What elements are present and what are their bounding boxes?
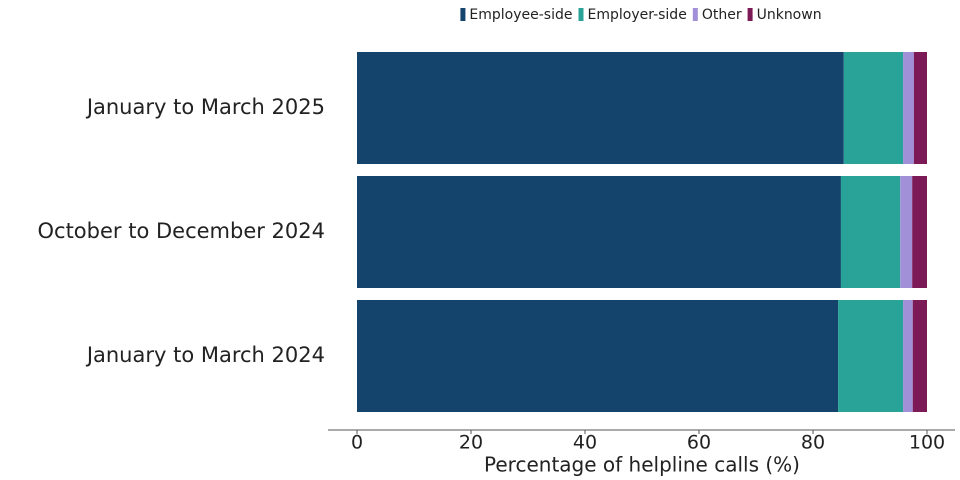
x-tick-label: 0 xyxy=(351,432,363,454)
legend-swatch xyxy=(692,8,698,21)
x-axis-label: Percentage of helpline calls (%) xyxy=(484,453,800,477)
legend-label: Employee-side xyxy=(469,7,572,23)
category-label: January to March 2025 xyxy=(85,95,325,119)
x-tick-label: 100 xyxy=(909,432,945,454)
x-tick-label: 60 xyxy=(687,432,711,454)
legend-swatch xyxy=(460,8,466,21)
bar-segment xyxy=(357,300,839,412)
legend-swatch xyxy=(747,8,753,21)
bar-segment xyxy=(838,300,904,412)
x-tick-label: 80 xyxy=(801,432,825,454)
bar-segment xyxy=(903,300,913,412)
category-label: January to March 2024 xyxy=(85,343,325,367)
category-label: October to December 2024 xyxy=(38,219,326,243)
bar-segment xyxy=(840,176,901,288)
legend-label: Employer-side xyxy=(587,7,686,23)
bar-segment xyxy=(912,176,927,288)
bar-segment xyxy=(900,176,913,288)
legend-label: Other xyxy=(702,7,742,23)
legend: Employee-side Employer-side Other Unknown xyxy=(460,7,822,23)
bar-segment xyxy=(912,300,927,412)
bar-segment xyxy=(903,52,914,164)
x-tick-label: 40 xyxy=(573,432,597,454)
bar-segment xyxy=(357,176,841,288)
bar-segment xyxy=(357,52,844,164)
x-tick-label: 20 xyxy=(459,432,483,454)
bar-segment xyxy=(843,52,904,164)
legend-swatch xyxy=(578,8,584,21)
legend-label: Unknown xyxy=(757,7,822,23)
bar-segment xyxy=(913,52,927,164)
